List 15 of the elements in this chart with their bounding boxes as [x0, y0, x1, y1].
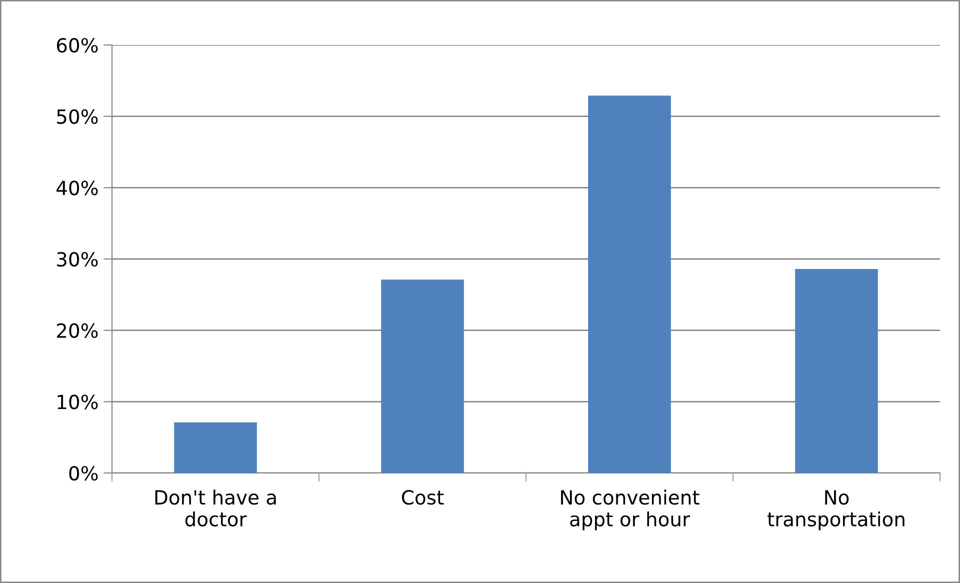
bar — [795, 268, 878, 473]
bar — [381, 280, 464, 473]
y-tick-label: 40% — [56, 180, 98, 196]
y-tick-label: 50% — [57, 109, 98, 124]
x-tick-label: No transportation — [768, 490, 904, 530]
y-tick-label: 10% — [58, 394, 98, 410]
y-tick-label: 30% — [57, 252, 98, 267]
bar — [174, 422, 257, 473]
x-tick-label: No convenient appt or hour — [561, 490, 700, 530]
bar — [588, 96, 671, 473]
y-tick-label: 20% — [57, 323, 98, 338]
x-tick-label: Cost — [402, 490, 444, 505]
x-tick-label: Don't have a doctor — [155, 490, 276, 526]
y-tick-label: 60% — [56, 38, 98, 53]
y-tick-label: 0% — [69, 466, 98, 481]
